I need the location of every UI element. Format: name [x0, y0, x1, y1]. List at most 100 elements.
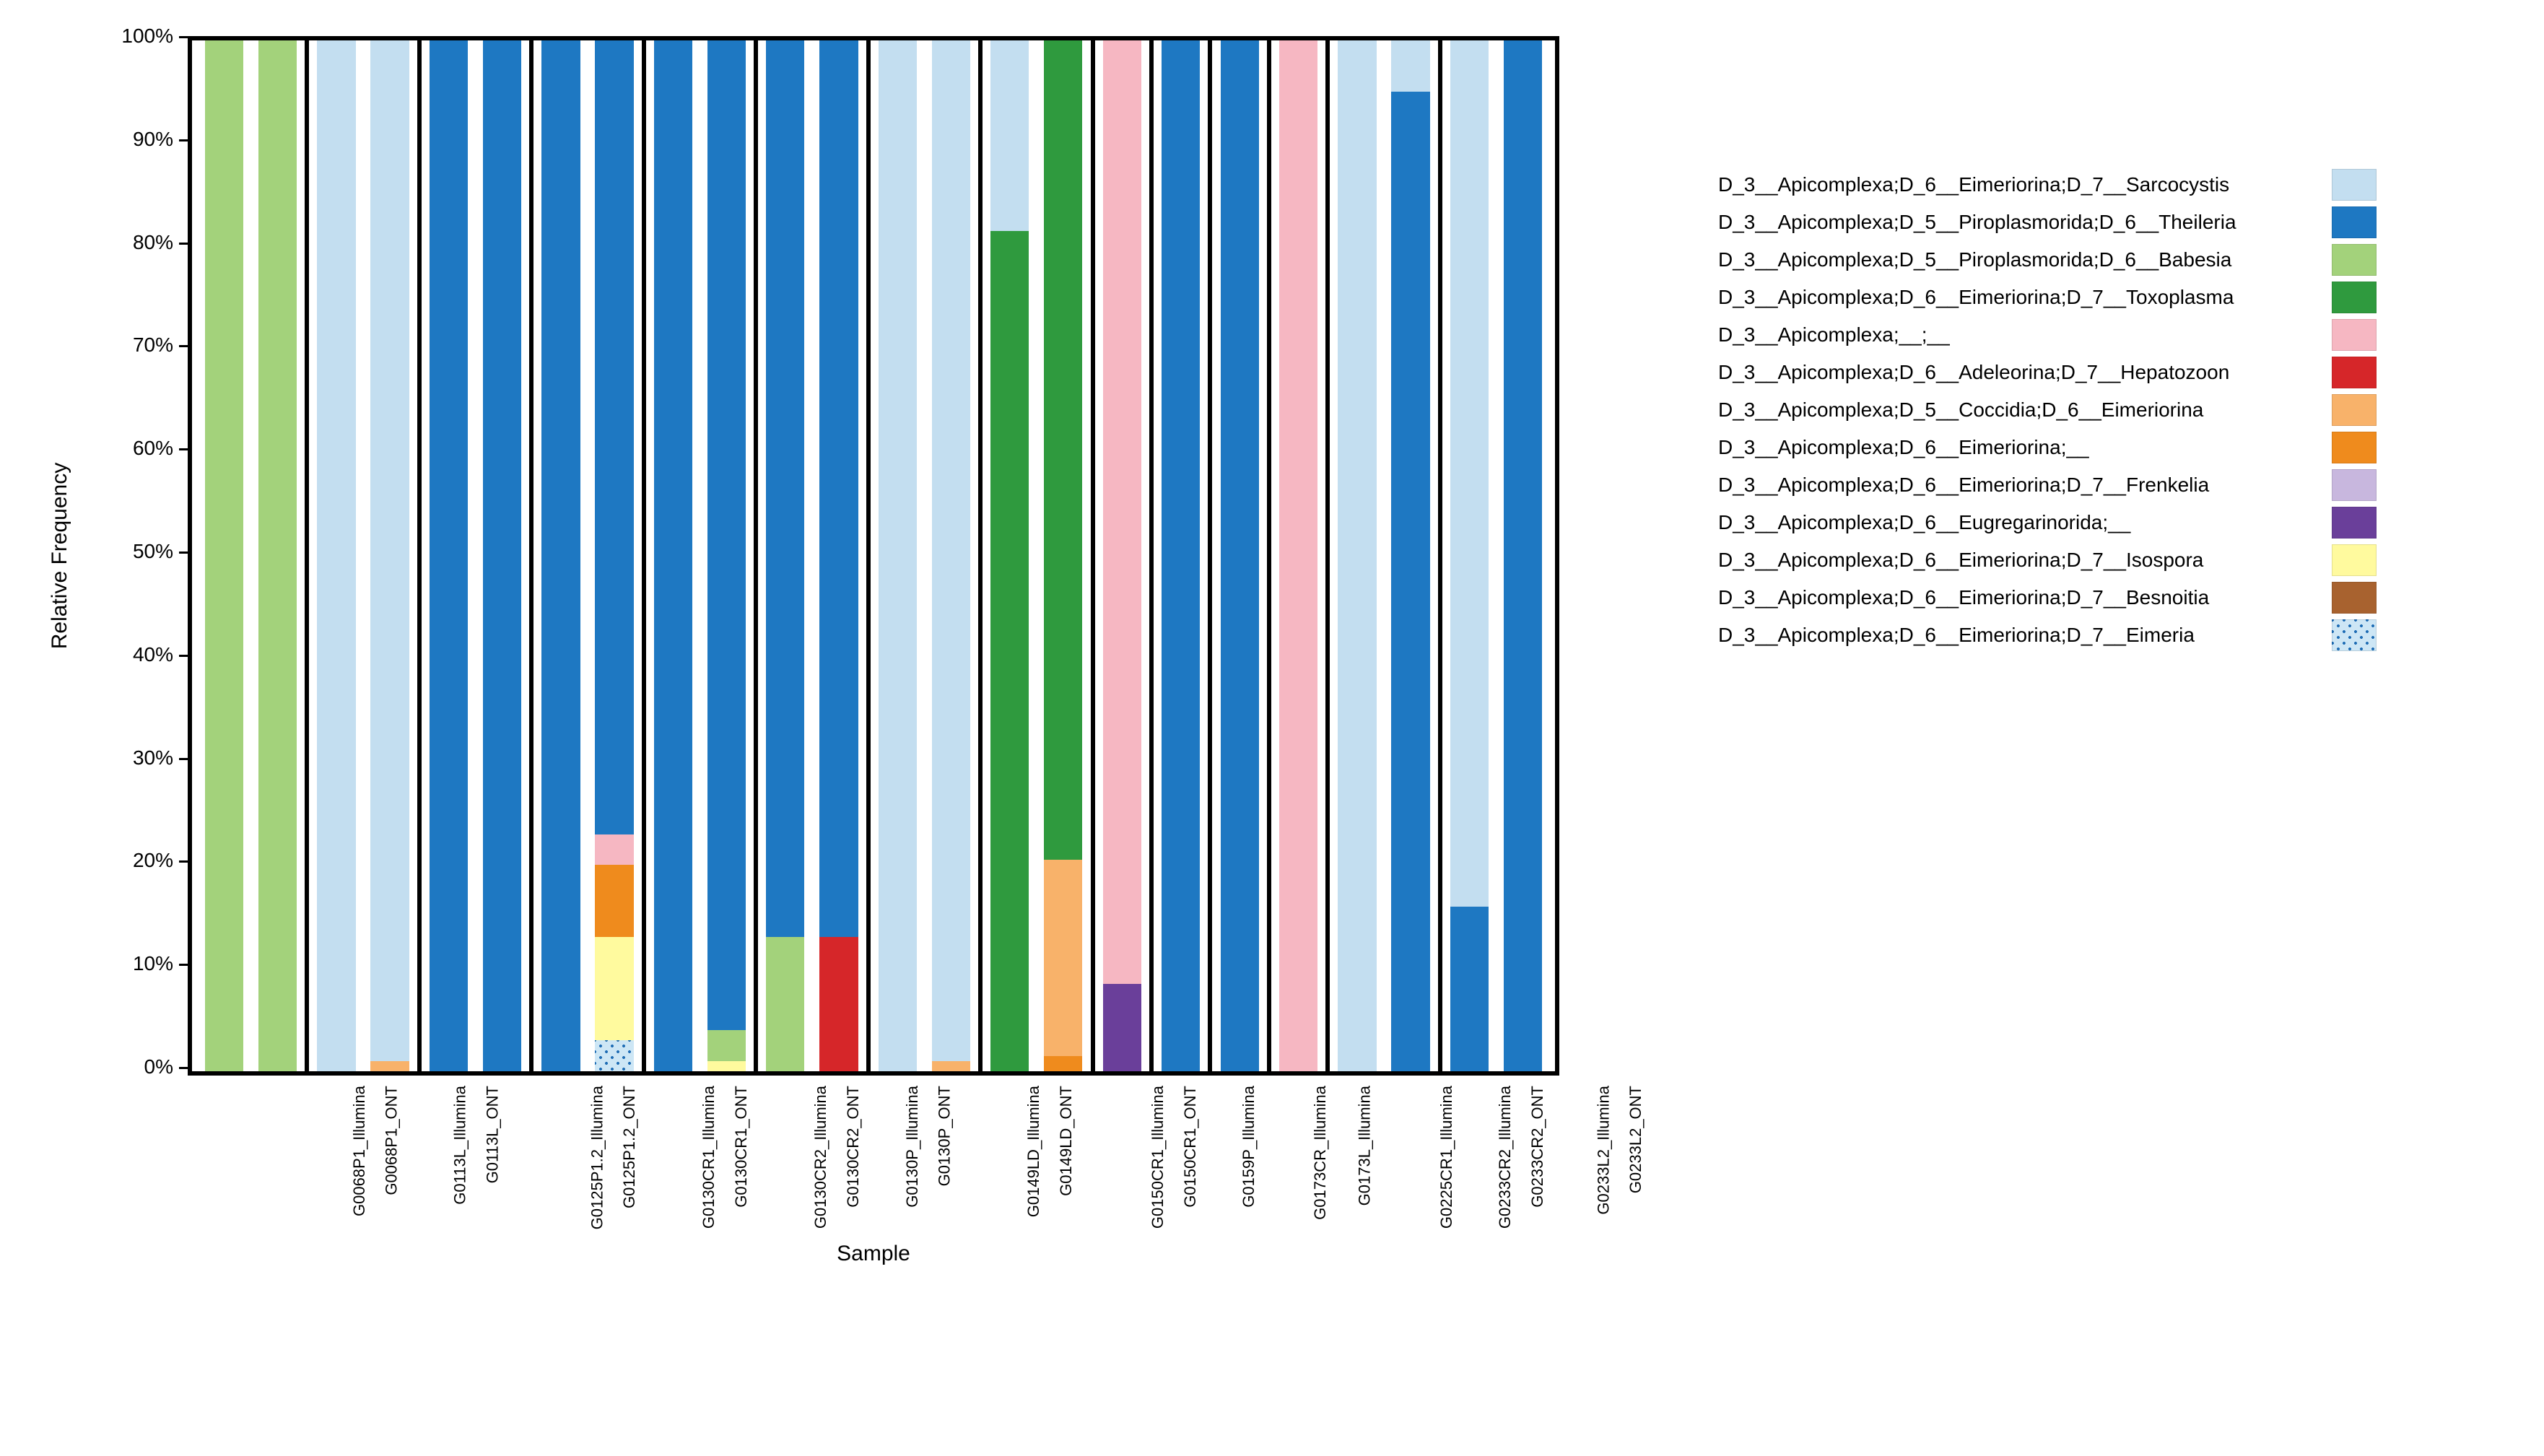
x-axis-ticks: G0068P1_Illumina G0068P1_ONT G0113L_Illumi…	[188, 1080, 1559, 1239]
legend-item: D_3__Apicomplexa;D_6__Eimeriorina;D_7__E…	[1718, 616, 2476, 654]
x-tick-label: G0113L_ONT	[483, 1086, 502, 1183]
x-tick-label: G0113L_Illumina	[451, 1086, 470, 1205]
bar-segment	[990, 231, 1029, 1071]
bar-segment	[1450, 907, 1489, 1071]
legend-item: D_3__Apicomplexa;D_6__Eimeriorina;D_7__B…	[1718, 579, 2476, 616]
y-tick: 60%	[94, 437, 173, 460]
bar	[707, 40, 746, 1071]
group-separator	[1091, 40, 1095, 1071]
legend-swatch	[2332, 619, 2377, 651]
bar	[258, 40, 297, 1071]
bar-segment	[595, 865, 633, 937]
bar-segment	[370, 40, 409, 1061]
bar-segment	[879, 40, 917, 1071]
bar	[430, 40, 468, 1071]
x-tick-label: G0130CR2_ONT	[844, 1086, 863, 1208]
x-tick-label: G0125P1.2_ONT	[620, 1086, 639, 1208]
legend-item: D_3__Apicomplexa;D_6__Eugregarinorida;__	[1718, 504, 2476, 541]
legend-swatch	[2332, 169, 2377, 201]
bar-segment	[483, 40, 521, 1071]
legend-item: D_3__Apicomplexa;D_6__Eimeriorina;D_7__S…	[1718, 166, 2476, 204]
legend-swatch	[2332, 394, 2377, 426]
legend-item: D_3__Apicomplexa;__;__	[1718, 316, 2476, 354]
group-separator	[866, 40, 871, 1071]
bar	[317, 40, 355, 1071]
legend-swatch	[2332, 507, 2377, 539]
bar-segment	[258, 40, 297, 1071]
y-tick: 0%	[94, 1055, 173, 1078]
bar	[1162, 40, 1200, 1071]
legend-label: D_3__Apicomplexa;__;__	[1718, 323, 2317, 346]
bar-segment	[932, 40, 970, 1061]
group-separator	[978, 40, 983, 1071]
x-tick-label: G0068P1_Illumina	[350, 1086, 369, 1216]
group-separator	[642, 40, 646, 1071]
group-separator	[1208, 40, 1212, 1071]
bar-segment	[766, 937, 804, 1071]
x-tick-label: G0130P_ONT	[935, 1086, 954, 1186]
legend-label: D_3__Apicomplexa;D_6__Eimeriorina;D_7__F…	[1718, 474, 2317, 497]
bar	[819, 40, 858, 1071]
x-tick-label: G0150CR1_ONT	[1181, 1086, 1200, 1208]
y-axis-label: Relative Frequency	[48, 463, 72, 649]
x-axis-label: Sample	[188, 1242, 1559, 1266]
bar	[1504, 40, 1542, 1071]
y-tick: 80%	[94, 231, 173, 254]
group-separator	[1149, 40, 1154, 1071]
y-tick: 10%	[94, 952, 173, 975]
bar	[1391, 40, 1429, 1071]
legend-swatch	[2332, 544, 2377, 576]
legend-label: D_3__Apicomplexa;D_6__Eimeriorina;D_7__I…	[1718, 549, 2317, 572]
legend-item: D_3__Apicomplexa;D_6__Eimeriorina;D_7__T…	[1718, 279, 2476, 316]
x-tick-label: G0225CR1_Illumina	[1437, 1086, 1456, 1229]
bar	[483, 40, 521, 1071]
bar-segment	[1103, 40, 1141, 984]
bar-segment	[1162, 40, 1200, 1071]
bar-segment	[819, 937, 858, 1071]
group-separator	[754, 40, 758, 1071]
legend-label: D_3__Apicomplexa;D_5__Coccidia;D_6__Eime…	[1718, 398, 2317, 422]
x-tick-label: G0125P1.2_Illumina	[588, 1086, 607, 1229]
bar-segment	[990, 40, 1029, 231]
bar-segment	[1504, 40, 1542, 1071]
x-tick-label: G0233CR2_Illumina	[1496, 1086, 1515, 1229]
legend-label: D_3__Apicomplexa;D_6__Eimeriorina;D_7__T…	[1718, 286, 2317, 309]
legend-label: D_3__Apicomplexa;D_5__Piroplasmorida;D_6…	[1718, 211, 2317, 234]
x-tick-label: G0150CR1_Illumina	[1149, 1086, 1167, 1229]
bar-segment	[766, 40, 804, 937]
legend-swatch	[2332, 319, 2377, 351]
group-separator	[417, 40, 422, 1071]
y-tick: 100%	[94, 25, 173, 48]
bar-segment	[1338, 40, 1376, 1071]
legend-label: D_3__Apicomplexa;D_6__Adeleorina;D_7__He…	[1718, 361, 2317, 384]
legend-item: D_3__Apicomplexa;D_5__Coccidia;D_6__Eime…	[1718, 391, 2476, 429]
bar	[766, 40, 804, 1071]
bar-segment	[541, 40, 580, 1071]
bar-segment	[595, 834, 633, 866]
bar-segment	[1391, 92, 1429, 1071]
y-tick: 70%	[94, 334, 173, 357]
bar-segment	[819, 40, 858, 937]
bar-segment	[595, 40, 633, 834]
legend-item: D_3__Apicomplexa;D_6__Eimeriorina;D_7__I…	[1718, 541, 2476, 579]
legend-item: D_3__Apicomplexa;D_6__Adeleorina;D_7__He…	[1718, 354, 2476, 391]
bar	[595, 40, 633, 1071]
legend-item: D_3__Apicomplexa;D_5__Piroplasmorida;D_6…	[1718, 204, 2476, 241]
bar	[1450, 40, 1489, 1071]
bar-segment	[1044, 1056, 1082, 1071]
x-tick-label: G0233CR2_ONT	[1528, 1086, 1547, 1208]
legend-item: D_3__Apicomplexa;D_6__Eimeriorina;D_7__F…	[1718, 466, 2476, 504]
bar	[370, 40, 409, 1071]
y-tick: 40%	[94, 643, 173, 666]
bar-segment	[370, 1061, 409, 1071]
x-tick-label: G0130CR1_ONT	[732, 1086, 751, 1208]
x-tick-label: G0233L2_Illumina	[1594, 1086, 1613, 1215]
x-tick-label: G0068P1_ONT	[383, 1086, 401, 1195]
bar-segment	[595, 937, 633, 1040]
legend-swatch	[2332, 244, 2377, 276]
bar-segment	[430, 40, 468, 1071]
page-root: Relative Frequency 0%10%20%30%40%50%60%7…	[0, 0, 2544, 1456]
legend-swatch	[2332, 469, 2377, 501]
x-tick-label: G0233L2_ONT	[1626, 1086, 1645, 1193]
x-tick-label: G0173CR_Illumina	[1311, 1086, 1330, 1220]
